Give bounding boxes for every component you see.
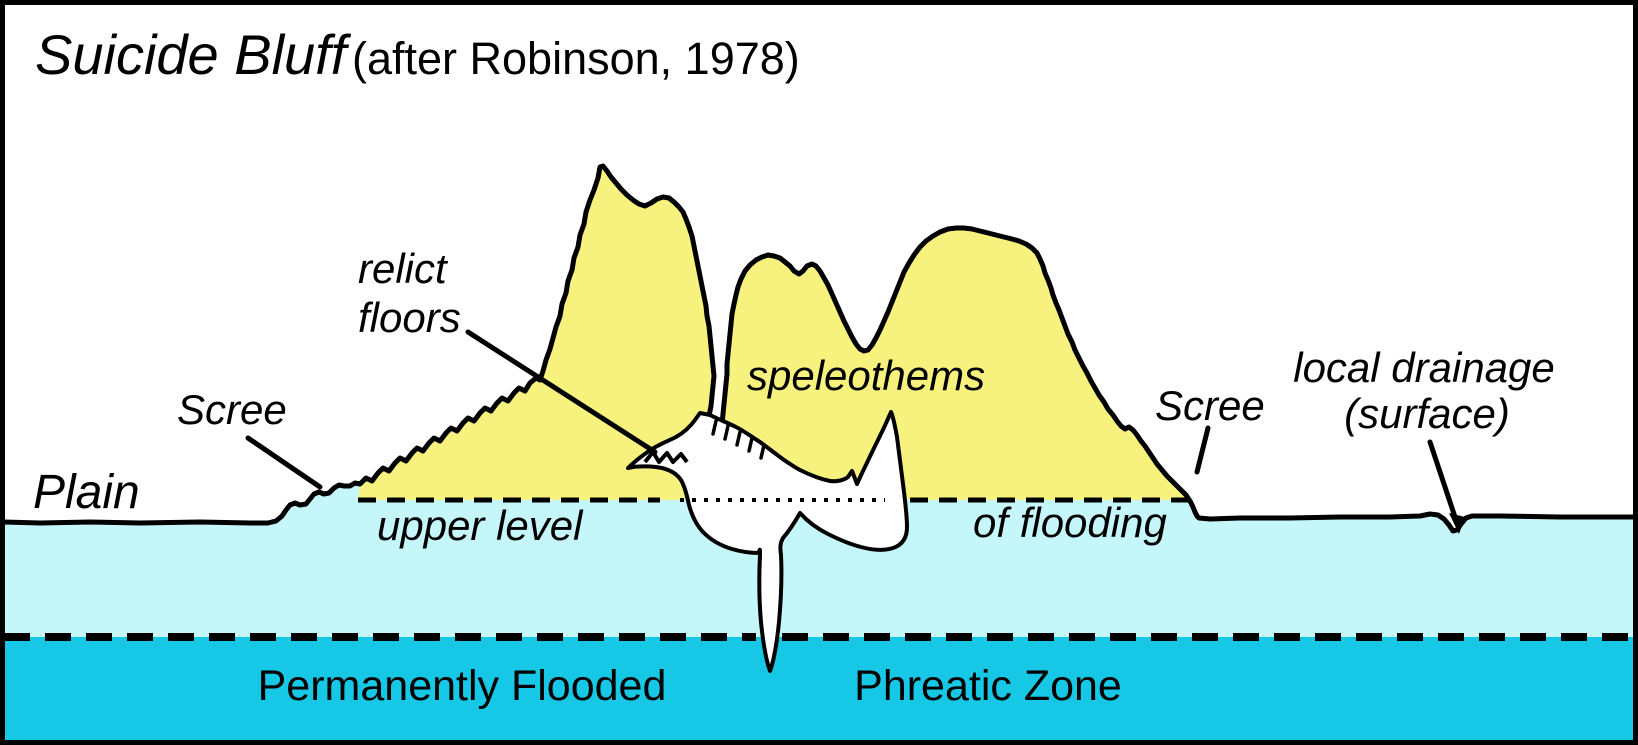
label-speleothems: speleothems bbox=[747, 352, 985, 399]
label-plain: Plain bbox=[33, 466, 140, 519]
scree-left-pointer-line bbox=[245, 435, 323, 490]
local-drainage-arrowhead bbox=[1449, 513, 1465, 534]
phreatic-zone-band bbox=[4, 637, 1634, 741]
local-drainage-arrow-line bbox=[1427, 439, 1458, 520]
label-local-drainage-line2: (surface) bbox=[1344, 390, 1510, 437]
terrain-outline bbox=[1, 163, 1637, 534]
page-title: Suicide Bluff bbox=[35, 23, 352, 86]
bluff-shape bbox=[358, 166, 1190, 501]
label-scree-right: Scree bbox=[1155, 382, 1265, 429]
label-relict-floors-line1: relict bbox=[358, 245, 449, 292]
cave-shape bbox=[626, 410, 909, 673]
label-upper-level: upper level bbox=[377, 502, 584, 549]
flooding-zone-band bbox=[4, 483, 1634, 637]
label-local-drainage-line1: local drainage bbox=[1293, 344, 1555, 391]
label-scree-left: Scree bbox=[177, 386, 287, 433]
title-attribution: (after Robinson, 1978) bbox=[352, 33, 800, 84]
relict-floors-pointer-line bbox=[465, 329, 658, 455]
label-of-flooding: of flooding bbox=[973, 499, 1167, 546]
scree-right-pointer-line bbox=[1194, 425, 1211, 475]
label-relict-floors-line2: floors bbox=[358, 294, 461, 341]
speleothem-marks bbox=[711, 419, 766, 460]
label-phreatic-zone: Phreatic Zone bbox=[854, 662, 1122, 710]
label-permanently-flooded: Permanently Flooded bbox=[258, 662, 667, 710]
